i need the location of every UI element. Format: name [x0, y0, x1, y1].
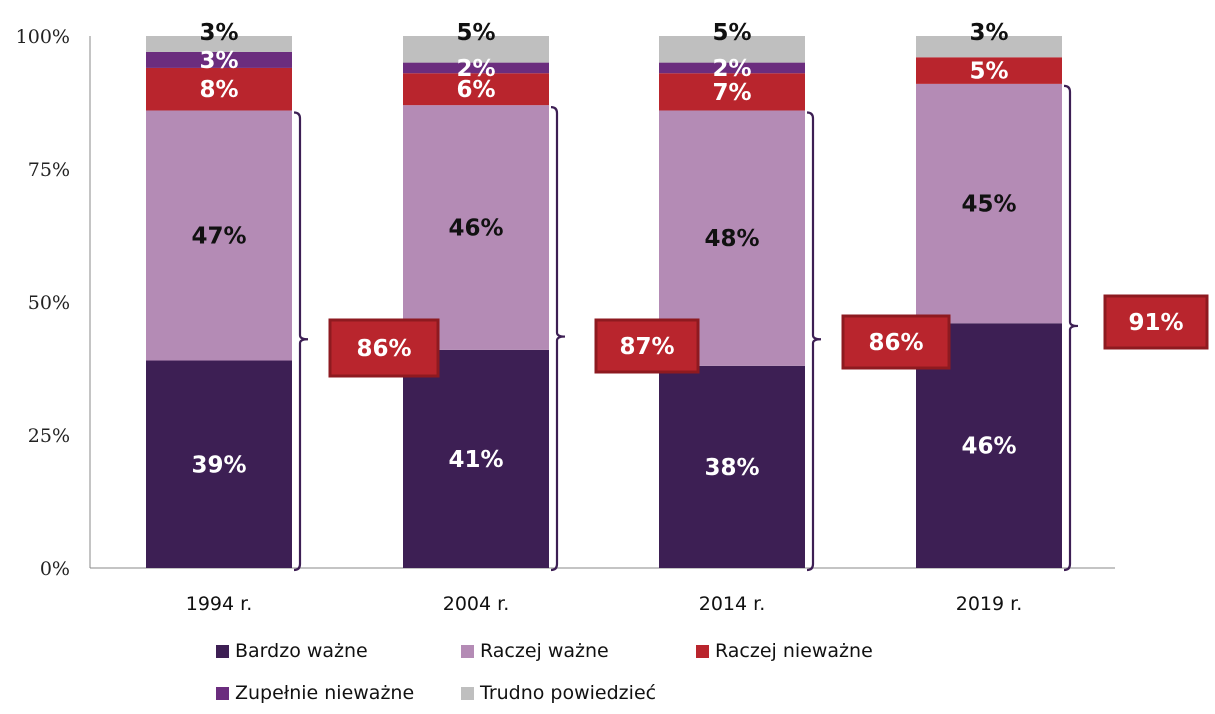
segment-label: 39%	[191, 452, 246, 478]
legend-swatch	[696, 644, 709, 658]
bar-segment	[659, 73, 805, 111]
x-tick-label: 2014 r.	[699, 593, 766, 615]
y-tick-label: 25%	[28, 425, 70, 447]
legend-label: Trudno powiedzieć	[480, 682, 657, 704]
legend-item: Zupełnie nieważne	[216, 682, 414, 704]
legend-label: Bardzo ważne	[235, 640, 368, 662]
bar-segment	[146, 51, 292, 68]
callout-label: 87%	[619, 334, 674, 360]
x-tick-label: 2004 r.	[443, 593, 510, 615]
segment-label: 47%	[191, 224, 246, 250]
bracket	[1063, 84, 1079, 572]
segment-label: 7%	[712, 80, 751, 106]
y-tick-label: 50%	[28, 292, 70, 314]
legend-swatch	[216, 644, 229, 658]
callout-box	[841, 314, 951, 370]
bar-segment	[146, 67, 292, 111]
y-tick-label: 100%	[16, 26, 70, 48]
bar-segment	[403, 105, 549, 350]
segment-label: 45%	[961, 192, 1016, 218]
segment-label: 46%	[961, 434, 1016, 460]
segment-label: 5%	[712, 20, 751, 46]
segment-label: 6%	[456, 77, 495, 103]
bar-segment	[659, 365, 805, 568]
segment-label: 8%	[199, 77, 238, 103]
bar-segment	[146, 360, 292, 568]
segment-label: 3%	[199, 48, 238, 74]
y-tick-label: 0%	[40, 558, 70, 580]
bar-segment	[659, 36, 805, 63]
segment-label: 3%	[969, 20, 1008, 46]
y-axis: 0% 25% 50% 75% 100%	[16, 26, 91, 580]
legend-item: Raczej nieważne	[696, 640, 873, 662]
legend-item: Trudno powiedzieć	[461, 682, 656, 704]
legend-item: Raczej ważne	[461, 640, 609, 662]
callout-box	[594, 318, 700, 374]
bar-segment	[916, 36, 1062, 58]
callout-label: 86%	[868, 330, 923, 356]
bar-segment	[916, 83, 1062, 324]
legend-swatch	[216, 686, 229, 700]
callout-label: 91%	[1128, 310, 1183, 336]
bracket	[293, 111, 309, 572]
legend-swatch	[461, 644, 474, 658]
segment-label: 48%	[704, 226, 759, 252]
bar-segment	[146, 110, 292, 361]
callouts: 86% 87% 86% 91%	[328, 294, 1209, 378]
callout-box	[1103, 294, 1209, 350]
segment-label: 3%	[199, 20, 238, 46]
callout-box	[328, 318, 440, 378]
stacked-bar-chart: 0% 25% 50% 75% 100% 1994 r. 2004 r. 2014 r. 201…	[16, 20, 1209, 615]
bracket	[550, 106, 566, 572]
segment-label: 5%	[456, 20, 495, 46]
legend-label: Zupełnie nieważne	[235, 682, 415, 704]
legend-label: Raczej ważne	[480, 640, 609, 662]
x-tick-label: 1994 r.	[186, 593, 253, 615]
bars	[146, 36, 1062, 568]
bar-segment	[403, 36, 549, 63]
bar-segment	[403, 349, 549, 568]
segment-label: 41%	[448, 447, 503, 473]
bar-segment	[916, 57, 1062, 84]
y-tick-label: 75%	[28, 159, 70, 181]
segment-label: 2%	[712, 56, 751, 82]
x-tick-label: 2019 r.	[956, 593, 1023, 615]
legend-item: Bardzo ważne	[216, 640, 368, 662]
segment-label: 5%	[969, 59, 1008, 85]
bar-segment	[146, 36, 292, 52]
callout-label: 86%	[356, 336, 411, 362]
bar-segment	[403, 62, 549, 74]
legend-swatch	[461, 686, 474, 700]
segment-label: 2%	[456, 56, 495, 82]
segment-label: 38%	[704, 455, 759, 481]
brackets	[293, 84, 1079, 572]
bar-segment	[403, 73, 549, 106]
segment-label: 46%	[448, 216, 503, 242]
bracket	[806, 111, 822, 572]
legend-label: Raczej nieważne	[715, 640, 873, 662]
segment-labels: 39%47%8%3%3%41%46%6%2%5%38%48%7%2%5%46%4…	[191, 20, 1016, 481]
x-axis: 1994 r. 2004 r. 2014 r. 2019 r.	[90, 567, 1115, 615]
bar-segment	[659, 62, 805, 74]
